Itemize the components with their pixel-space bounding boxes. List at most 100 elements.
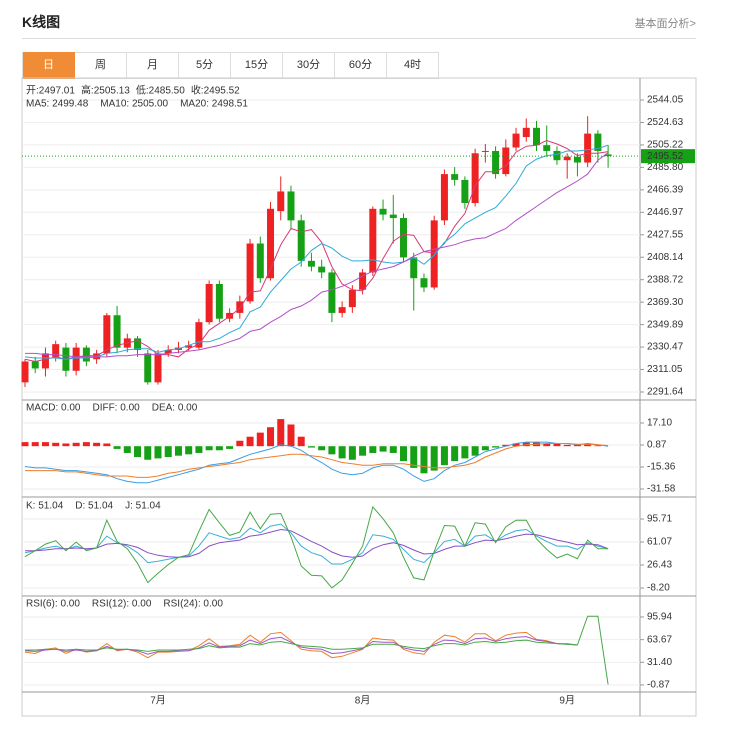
candle-body <box>430 220 438 288</box>
macd-bar <box>522 442 530 447</box>
macd-bar <box>103 443 111 447</box>
fundamental-link[interactable]: 基本面分析> <box>634 18 696 30</box>
macd-bar <box>492 446 500 448</box>
macd-bar <box>205 446 213 451</box>
candle-body <box>451 174 459 180</box>
macd-bar <box>359 446 367 456</box>
candle-body <box>502 147 510 175</box>
candle-body <box>481 150 489 152</box>
macd-bar <box>553 443 561 447</box>
y-tick-label: 2524.63 <box>647 117 684 128</box>
macd-bar <box>236 440 244 447</box>
candle-body <box>338 307 346 313</box>
y-tick-label: 2388.72 <box>647 274 684 285</box>
candle-body <box>379 208 387 215</box>
macd-bar <box>134 446 142 458</box>
candle-body <box>236 301 244 313</box>
macd-bar <box>400 446 408 462</box>
y-tick-label: -8.20 <box>647 583 670 594</box>
x-tick-label: 9月 <box>559 695 575 707</box>
page-title: K线图 <box>22 14 61 30</box>
macd-bar <box>215 446 223 451</box>
macd-bar <box>267 427 275 447</box>
y-tick-label: 2544.05 <box>647 95 684 106</box>
y-tick-label: 2311.05 <box>647 364 683 375</box>
y-tick-label: -0.87 <box>647 680 670 691</box>
macd-bar <box>185 446 193 455</box>
y-tick-label: 61.07 <box>647 537 672 548</box>
candle-body <box>195 322 203 348</box>
macd-bar <box>502 444 510 447</box>
candle-body <box>522 127 530 138</box>
macd-bar <box>93 442 101 447</box>
y-tick-label: 17.10 <box>647 418 672 429</box>
x-tick-label: 8月 <box>355 695 371 707</box>
divider <box>22 38 696 39</box>
y-tick-label: 95.94 <box>647 612 672 623</box>
macd-bar <box>451 446 459 462</box>
legend-entry: RSI(24): 0.00 <box>163 599 223 610</box>
info-label: 高: <box>81 84 94 97</box>
candle-body <box>113 315 121 348</box>
candle-body <box>93 353 101 360</box>
macd-bar <box>123 446 131 453</box>
indicator-line <box>24 636 578 655</box>
indicator-line <box>24 505 609 589</box>
macd-bar <box>420 446 428 474</box>
candle-body <box>543 145 551 151</box>
y-tick-label: 2330.47 <box>647 342 684 353</box>
candle-body <box>246 243 254 302</box>
period-tab[interactable]: 日 <box>23 52 75 79</box>
macd-bar <box>471 446 479 456</box>
candle-body <box>52 344 60 357</box>
y-tick-label: 2427.55 <box>647 229 684 240</box>
candle-body <box>594 133 602 151</box>
macd-bar <box>113 446 121 449</box>
candle-body <box>389 214 397 219</box>
indicator-line <box>25 528 609 558</box>
y-tick-label: 2349.89 <box>647 319 684 330</box>
macd-bar <box>297 436 305 447</box>
macd-bar <box>379 446 387 452</box>
macd-bar <box>461 446 469 459</box>
macd-bar <box>195 446 203 453</box>
candle-body <box>164 349 172 354</box>
macd-bar <box>72 442 80 447</box>
legend-entry: J: 51.04 <box>125 501 161 512</box>
candle-body <box>410 257 418 279</box>
macd-bar <box>277 419 285 447</box>
macd-bar <box>563 444 571 447</box>
indicator-line <box>25 615 609 685</box>
info-value: 2505.13 <box>94 86 131 97</box>
candle-body <box>82 347 90 362</box>
indicator-line <box>25 152 609 358</box>
macd-bar <box>287 424 295 447</box>
y-tick-label: 2291.64 <box>647 387 684 398</box>
info-value: 2495.52 <box>204 86 241 97</box>
macd-bar <box>144 446 152 460</box>
macd-bar <box>481 446 489 451</box>
candle-body <box>573 156 581 163</box>
info-label: 低: <box>136 84 149 97</box>
candle-body <box>318 266 326 273</box>
indicator-line <box>24 631 578 659</box>
candle-body <box>215 283 223 319</box>
legend-entry: RSI(6): 0.00 <box>26 599 80 610</box>
candle-body <box>461 179 469 204</box>
candle-body <box>359 272 367 290</box>
macd-bar <box>584 444 592 447</box>
candle-body <box>297 220 305 261</box>
macd-bar <box>154 446 162 459</box>
macd-bar <box>328 446 336 455</box>
y-tick-label: 2485.80 <box>647 162 684 173</box>
info-value: 2497.01 <box>39 86 76 97</box>
candle-body <box>533 127 540 146</box>
candle-body <box>205 283 213 323</box>
chart-frame <box>21 77 697 717</box>
candle-body <box>185 345 193 348</box>
candle-body <box>492 150 500 175</box>
y-tick-label: 2369.30 <box>647 297 684 308</box>
macd-bar <box>440 446 448 466</box>
candle-body <box>328 272 336 313</box>
info-value: 2485.50 <box>149 86 186 97</box>
